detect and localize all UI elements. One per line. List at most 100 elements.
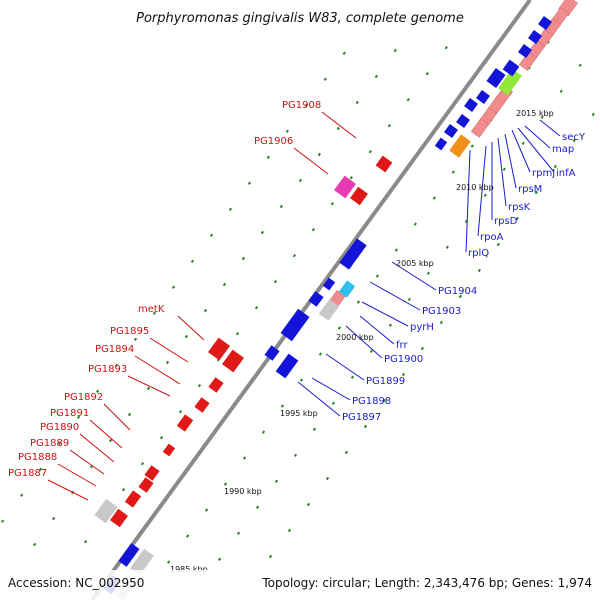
- tick-dot: [432, 196, 436, 200]
- tick-dot: [502, 167, 506, 171]
- leader-line: [321, 111, 357, 139]
- feature-track-pink: [328, 0, 578, 308]
- reverse-gene-labels: PG1908 PG1906 metK PG1895 PG1894 PG1893 PG1892…: [8, 100, 321, 479]
- tick-dot: [470, 144, 474, 148]
- footer-background: [0, 570, 600, 600]
- tick-dot: [20, 493, 24, 497]
- forward-gene-label[interactable]: PG1898: [352, 396, 391, 407]
- tick-dot: [344, 450, 349, 455]
- tick-dot: [394, 248, 398, 252]
- tick-dot: [52, 516, 56, 521]
- forward-gene-label[interactable]: PG1900: [384, 354, 423, 365]
- scale-label: 2005 kbp: [396, 259, 434, 268]
- tick-dot: [483, 193, 487, 197]
- tick-dot: [330, 202, 334, 206]
- forward-gene-label[interactable]: rplQ: [468, 248, 489, 259]
- forward-gene-label[interactable]: PG1903: [422, 306, 461, 317]
- tick-dot: [165, 360, 170, 365]
- leader-line: [177, 315, 205, 341]
- forward-gene-label[interactable]: frr: [396, 340, 408, 351]
- scale-label: 1995 kbp: [280, 409, 318, 418]
- tick-dot: [76, 415, 81, 419]
- tick-dot: [190, 259, 195, 263]
- tick-dot: [1, 519, 5, 523]
- leader-line: [524, 125, 551, 149]
- reverse-gene-label[interactable]: PG1908: [282, 100, 321, 111]
- tick-dot: [515, 216, 519, 221]
- tick-dot: [166, 560, 171, 564]
- leader-line: [79, 433, 115, 463]
- tick-dot: [374, 74, 378, 79]
- leader-line: [504, 133, 517, 189]
- tick-dot: [146, 386, 151, 391]
- reverse-gene-label[interactable]: PG1895: [110, 326, 149, 337]
- tick-dot: [477, 268, 481, 273]
- tick-dot: [401, 372, 406, 377]
- forward-gene-label[interactable]: rpoA: [480, 232, 504, 243]
- tick-dot: [458, 294, 462, 299]
- accession-text: Accession: NC_002950: [8, 576, 144, 590]
- leader-line: [149, 337, 189, 363]
- reverse-gene-label[interactable]: PG1892: [64, 392, 103, 403]
- forward-gene-label[interactable]: map: [552, 144, 574, 155]
- tick-dot: [299, 378, 304, 382]
- scale-label: 2010 kbp: [456, 183, 494, 192]
- tick-dot: [235, 332, 240, 336]
- reverse-gene-label[interactable]: PG1894: [95, 344, 134, 355]
- tick-dot: [311, 228, 315, 232]
- tick-dot: [228, 207, 233, 211]
- reverse-gene-label[interactable]: PG1906: [254, 136, 293, 147]
- tick-dot: [368, 150, 372, 154]
- tick-dot: [323, 77, 327, 81]
- reverse-gene-label[interactable]: metK: [138, 304, 165, 315]
- reverse-gene-label[interactable]: PG1891: [50, 408, 89, 419]
- tick-dot: [559, 89, 563, 93]
- gene-features: [94, 0, 578, 600]
- leader-line: [127, 375, 171, 397]
- tick-dot: [382, 398, 387, 403]
- leader-line: [359, 315, 395, 345]
- tick-dot: [280, 404, 285, 408]
- leader-line: [361, 301, 409, 327]
- forward-gene-label[interactable]: rpmJ: [532, 168, 555, 179]
- tick-dot: [127, 412, 132, 417]
- tick-dot: [325, 476, 330, 481]
- tick-dot: [356, 300, 361, 304]
- tick-dot: [266, 155, 270, 159]
- leader-line: [345, 325, 383, 359]
- scale-label: 1990 kbp: [224, 487, 262, 496]
- tick-dot: [393, 48, 397, 53]
- forward-gene-label[interactable]: rpsD: [494, 216, 518, 227]
- tick-dot: [426, 271, 430, 275]
- forward-gene-label[interactable]: infA: [556, 168, 576, 179]
- tick-dot: [407, 297, 411, 301]
- forward-gene-label[interactable]: PG1904: [438, 286, 477, 297]
- feature-green: [498, 68, 522, 96]
- reverse-gene-label[interactable]: PG1889: [30, 438, 69, 449]
- forward-gene-label[interactable]: PG1897: [342, 412, 381, 423]
- scale-label: 1985 kbp: [170, 565, 208, 574]
- forward-gene-label[interactable]: rpsM: [518, 184, 542, 195]
- leader-line: [465, 149, 471, 253]
- forward-gene-label[interactable]: pyrH: [410, 322, 434, 333]
- scale-label: 2015 kbp: [516, 109, 554, 118]
- forward-gene-label[interactable]: rpsK: [508, 202, 531, 213]
- tick-dot: [420, 346, 425, 351]
- tick-dot: [387, 124, 391, 128]
- tick-dot: [304, 103, 308, 107]
- leader-line: [369, 281, 421, 311]
- leader-line: [293, 147, 329, 175]
- reverse-gene-label[interactable]: PG1887: [8, 468, 47, 479]
- forward-gene-label[interactable]: PG1899: [366, 376, 405, 387]
- leader-line: [134, 355, 181, 385]
- tick-dot: [273, 280, 278, 284]
- leader-line: [517, 127, 555, 173]
- reverse-gene-label[interactable]: PG1890: [40, 422, 79, 433]
- tick-dot: [236, 531, 241, 535]
- reverse-gene-label[interactable]: PG1888: [18, 452, 57, 463]
- reverse-gene-label[interactable]: PG1893: [88, 364, 127, 375]
- tick-dot: [496, 242, 500, 247]
- forward-gene-label[interactable]: secY: [562, 132, 586, 143]
